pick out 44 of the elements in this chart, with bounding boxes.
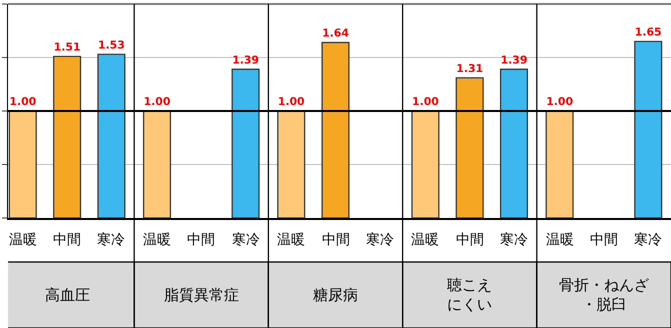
data-label: 1.00 — [278, 95, 306, 108]
data-label: 1.00 — [144, 95, 171, 108]
series-label: 中間 — [322, 232, 350, 248]
bar — [546, 110, 574, 218]
data-label: 1.64 — [322, 26, 350, 40]
text: 温暖 — [143, 232, 171, 248]
data-label: 1.00 — [546, 95, 574, 108]
text: 中間 — [456, 232, 484, 248]
text: 中間 — [187, 232, 215, 248]
x-tick-label: 糖尿病 — [313, 286, 358, 304]
data-label: 1.00 — [412, 95, 440, 108]
bar — [8, 110, 37, 218]
bar — [97, 54, 126, 218]
data-label: 1.31 — [456, 62, 484, 75]
bar — [53, 56, 82, 218]
text: 中間 — [53, 232, 81, 248]
x-tick-label: 骨折・ねんざ・脱臼 — [559, 276, 649, 314]
data-label: 1.39 — [500, 53, 528, 66]
text: 寒冷 — [366, 232, 394, 248]
bar — [634, 40, 662, 218]
x-tick-label: 脂質異常症 — [164, 286, 239, 304]
text: 寒冷 — [500, 232, 528, 248]
bar — [411, 110, 440, 218]
bar — [321, 42, 350, 218]
x-tick-label: 聴こえにくい — [447, 276, 492, 314]
data-label: 1.65 — [634, 26, 662, 39]
bar — [500, 68, 528, 218]
x-tick-label: 高血圧 — [45, 286, 90, 304]
bar — [456, 77, 484, 218]
series-label: 寒冷 — [232, 232, 260, 248]
series-label: 温暖 — [411, 232, 439, 248]
text: 中間 — [590, 232, 618, 248]
data-label: 1.53 — [98, 38, 125, 52]
text: 寒冷 — [97, 232, 125, 248]
data-label: 1.51 — [54, 40, 80, 54]
data-label: 1.00 — [9, 95, 37, 108]
text: 温暖 — [546, 232, 574, 248]
text: 温暖 — [9, 232, 37, 248]
text: 温暖 — [277, 232, 305, 248]
bar — [232, 68, 260, 218]
bar — [142, 110, 172, 218]
text: 寒冷 — [634, 232, 662, 248]
data-label: 1.39 — [232, 53, 259, 66]
bar — [277, 110, 306, 218]
